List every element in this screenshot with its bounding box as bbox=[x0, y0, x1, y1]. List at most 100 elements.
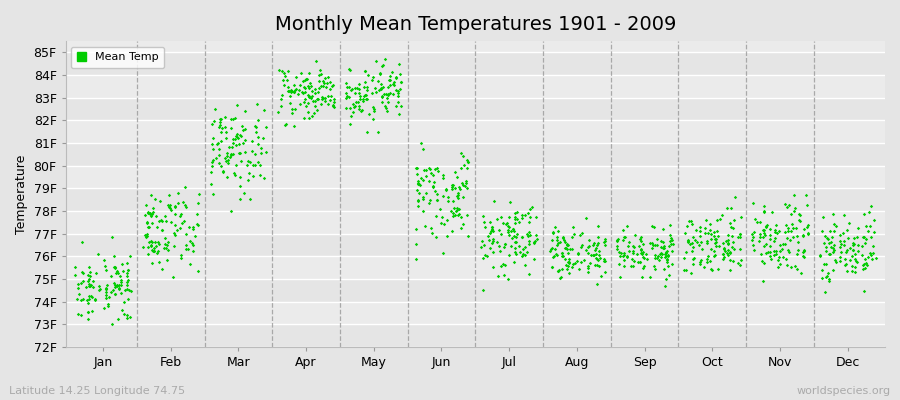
Point bbox=[509, 234, 524, 240]
Point bbox=[840, 246, 854, 253]
Point bbox=[525, 204, 539, 210]
Point bbox=[637, 263, 652, 269]
Point bbox=[703, 257, 717, 264]
Point bbox=[509, 251, 524, 257]
Point bbox=[610, 246, 625, 252]
Point bbox=[418, 222, 432, 229]
Point bbox=[680, 222, 694, 229]
Point bbox=[769, 250, 783, 257]
Point bbox=[248, 151, 262, 157]
Point bbox=[327, 96, 341, 102]
Point bbox=[616, 227, 630, 234]
Point bbox=[523, 232, 537, 238]
Point bbox=[110, 268, 124, 274]
Point bbox=[284, 110, 299, 117]
Bar bbox=[66, 324, 885, 347]
Point bbox=[571, 249, 585, 256]
Point bbox=[498, 241, 512, 248]
Point bbox=[228, 114, 242, 121]
Point bbox=[99, 295, 113, 302]
Point bbox=[586, 242, 600, 248]
Point bbox=[460, 157, 474, 164]
Point bbox=[815, 214, 830, 220]
Point bbox=[394, 78, 409, 85]
Point bbox=[450, 204, 464, 211]
Point bbox=[359, 92, 374, 98]
Point bbox=[292, 87, 307, 93]
Point bbox=[276, 82, 291, 88]
Point bbox=[856, 233, 870, 240]
Point bbox=[626, 263, 641, 269]
Point bbox=[620, 253, 634, 260]
Point bbox=[636, 254, 651, 260]
Point bbox=[409, 256, 423, 262]
Point bbox=[550, 240, 564, 246]
Point bbox=[757, 208, 771, 215]
Point bbox=[654, 244, 669, 250]
Point bbox=[360, 84, 374, 90]
Point bbox=[516, 250, 530, 257]
Point bbox=[446, 181, 460, 188]
Point bbox=[626, 250, 641, 256]
Bar bbox=[66, 166, 885, 188]
Point bbox=[832, 232, 847, 238]
Point bbox=[98, 288, 112, 295]
Point bbox=[234, 158, 248, 165]
Point bbox=[140, 243, 155, 250]
Point bbox=[842, 256, 857, 263]
Point bbox=[145, 220, 159, 226]
Point bbox=[747, 247, 761, 253]
Point bbox=[140, 220, 155, 226]
Point bbox=[148, 248, 162, 254]
Point bbox=[389, 102, 403, 109]
Point bbox=[120, 260, 134, 266]
Point bbox=[759, 223, 773, 229]
Point bbox=[507, 228, 521, 234]
Point bbox=[545, 254, 560, 261]
Point bbox=[848, 250, 862, 257]
Point bbox=[302, 100, 316, 106]
Point bbox=[632, 242, 646, 249]
Point bbox=[770, 264, 785, 270]
Point bbox=[461, 232, 475, 239]
Point bbox=[656, 266, 670, 272]
Point bbox=[707, 233, 722, 239]
Point bbox=[291, 90, 305, 97]
Point bbox=[783, 237, 797, 244]
Point bbox=[418, 167, 433, 173]
Point bbox=[562, 270, 576, 276]
Point bbox=[121, 277, 135, 284]
Point bbox=[232, 150, 247, 156]
Point bbox=[688, 226, 703, 233]
Point bbox=[522, 237, 536, 244]
Point bbox=[637, 255, 652, 261]
Point bbox=[220, 174, 234, 180]
Point bbox=[645, 242, 660, 248]
Point bbox=[220, 153, 235, 160]
Point bbox=[482, 237, 496, 244]
Point bbox=[242, 170, 256, 176]
Point bbox=[784, 228, 798, 234]
Point bbox=[634, 238, 648, 244]
Point bbox=[451, 211, 465, 218]
Point bbox=[455, 182, 470, 188]
Point bbox=[107, 290, 122, 297]
Point bbox=[240, 177, 255, 184]
Point bbox=[775, 246, 789, 252]
Point bbox=[375, 93, 390, 100]
Point bbox=[661, 252, 675, 258]
Point bbox=[294, 89, 309, 96]
Point bbox=[203, 169, 218, 176]
Point bbox=[494, 231, 508, 238]
Point bbox=[689, 238, 704, 245]
Point bbox=[616, 257, 631, 264]
Point bbox=[382, 77, 397, 83]
Point bbox=[584, 251, 598, 258]
Point bbox=[219, 155, 233, 162]
Point bbox=[695, 246, 709, 252]
Point bbox=[501, 227, 516, 233]
Point bbox=[687, 254, 701, 261]
Point bbox=[70, 284, 85, 291]
Point bbox=[226, 151, 240, 158]
Point bbox=[718, 238, 733, 244]
